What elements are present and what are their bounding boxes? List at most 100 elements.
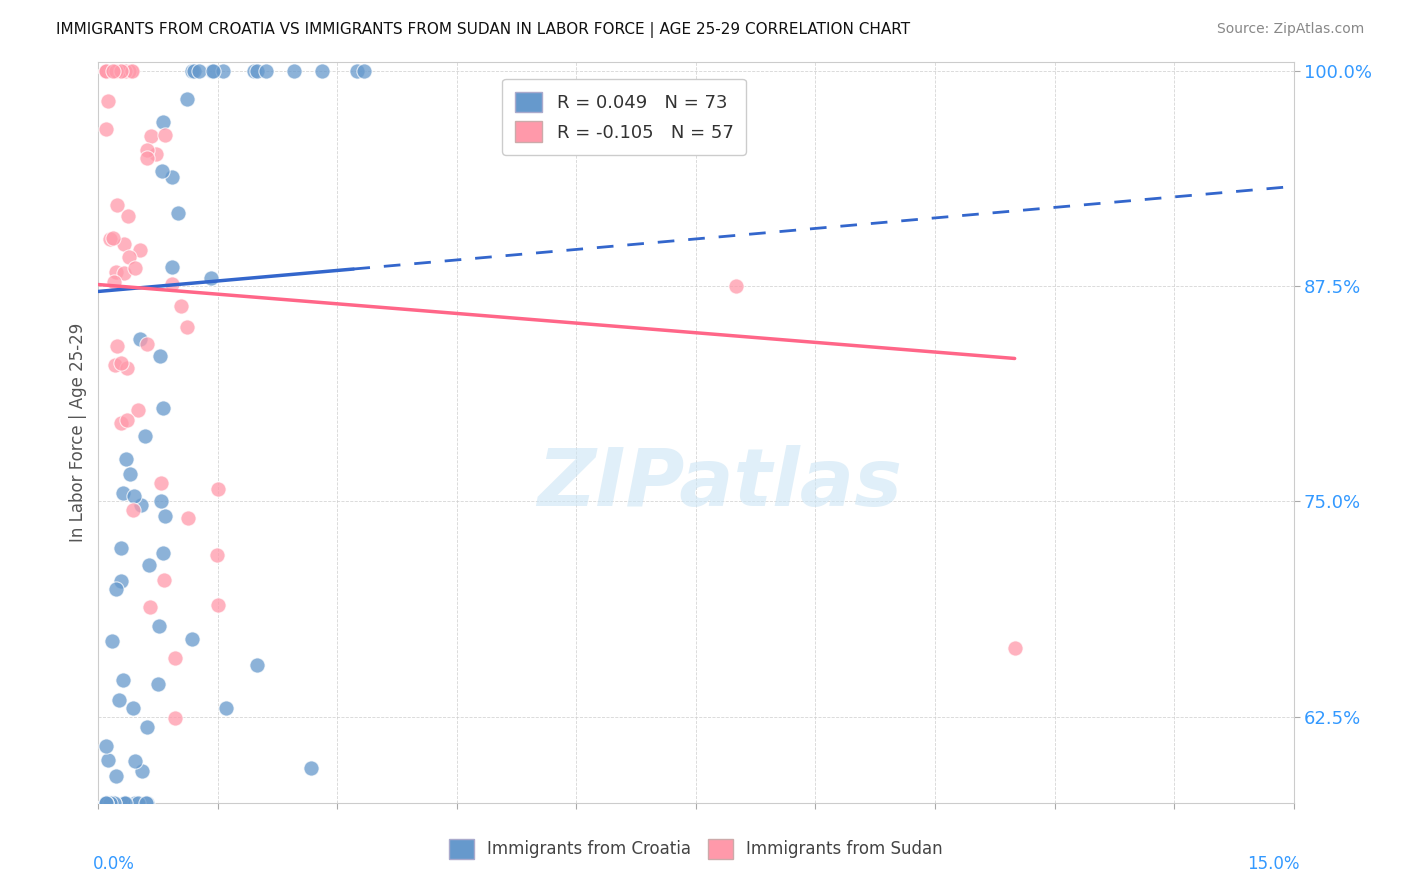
Point: [108, 692, 131, 706]
Point: [176, 510, 198, 524]
Point: [114, 64, 136, 78]
Point: [101, 796, 124, 810]
Text: IMMIGRANTS FROM CROATIA VS IMMIGRANTS FROM SUDAN IN LABOR FORCE | AGE 25-29 CORR: IMMIGRANTS FROM CROATIA VS IMMIGRANTS FR…: [56, 22, 910, 38]
Point: [152, 401, 174, 415]
Point: [163, 711, 186, 725]
Text: 15.0%: 15.0%: [1247, 855, 1299, 872]
Point: [96, 796, 118, 810]
Point: [100, 232, 122, 246]
Point: [101, 634, 124, 648]
Point: [167, 206, 190, 220]
Point: [128, 332, 150, 346]
Y-axis label: In Labor Force | Age 25-29: In Labor Force | Age 25-29: [69, 323, 87, 542]
Point: [98, 796, 121, 810]
Point: [114, 266, 136, 280]
Point: [187, 64, 209, 78]
Point: [246, 658, 269, 673]
Point: [104, 64, 127, 78]
Point: [724, 279, 747, 293]
Point: [96, 121, 118, 136]
Point: [110, 541, 132, 556]
Text: 0.0%: 0.0%: [93, 855, 135, 872]
Point: [103, 796, 125, 810]
Point: [145, 146, 167, 161]
Point: [149, 494, 172, 508]
Point: [103, 64, 125, 78]
Point: [105, 582, 128, 596]
Point: [254, 64, 277, 78]
Point: [155, 128, 177, 142]
Point: [110, 64, 132, 78]
Point: [98, 64, 121, 78]
Point: [110, 574, 132, 588]
Point: [124, 754, 146, 768]
Point: [96, 796, 118, 810]
Text: Source: ZipAtlas.com: Source: ZipAtlas.com: [1216, 22, 1364, 37]
Point: [96, 796, 118, 810]
Point: [181, 64, 204, 78]
Point: [242, 64, 264, 78]
Point: [152, 546, 174, 560]
Point: [96, 739, 118, 754]
Point: [110, 416, 132, 430]
Point: [112, 486, 135, 500]
Point: [139, 128, 162, 143]
Point: [110, 356, 132, 370]
Point: [118, 250, 141, 264]
Point: [139, 600, 162, 615]
Point: [149, 476, 172, 491]
Point: [136, 143, 159, 157]
Point: [138, 558, 160, 572]
Point: [104, 64, 127, 78]
Point: [118, 467, 141, 482]
Point: [152, 574, 174, 588]
Point: [117, 360, 139, 375]
Point: [96, 64, 118, 78]
Point: [246, 64, 269, 78]
Point: [201, 64, 224, 78]
Point: [124, 489, 146, 503]
Point: [183, 64, 205, 78]
Point: [98, 796, 121, 810]
Point: [124, 796, 146, 810]
Point: [122, 503, 145, 517]
Point: [202, 64, 225, 78]
Point: [170, 299, 193, 313]
Point: [97, 94, 120, 108]
Point: [160, 169, 183, 184]
Point: [150, 164, 173, 178]
Point: [100, 796, 122, 810]
Point: [115, 413, 138, 427]
Point: [117, 209, 139, 223]
Point: [207, 598, 229, 612]
Point: [163, 650, 186, 665]
Point: [346, 64, 368, 78]
Point: [107, 64, 129, 78]
Point: [112, 236, 135, 251]
Point: [135, 720, 157, 734]
Point: [311, 64, 333, 78]
Point: [121, 64, 143, 78]
Point: [103, 796, 125, 810]
Point: [215, 701, 238, 715]
Point: [283, 64, 305, 78]
Point: [176, 320, 198, 334]
Point: [97, 796, 120, 810]
Point: [136, 796, 159, 810]
Point: [127, 403, 149, 417]
Point: [117, 64, 139, 78]
Point: [131, 764, 153, 778]
Point: [103, 275, 125, 289]
Point: [104, 359, 127, 373]
Point: [127, 796, 149, 810]
Point: [200, 270, 222, 285]
Point: [211, 64, 233, 78]
Point: [124, 260, 146, 275]
Point: [101, 231, 124, 245]
Legend: Immigrants from Croatia, Immigrants from Sudan: Immigrants from Croatia, Immigrants from…: [439, 830, 953, 869]
Point: [105, 197, 128, 211]
Point: [160, 277, 183, 291]
Point: [135, 151, 157, 165]
Point: [1004, 640, 1026, 655]
Point: [112, 673, 135, 687]
